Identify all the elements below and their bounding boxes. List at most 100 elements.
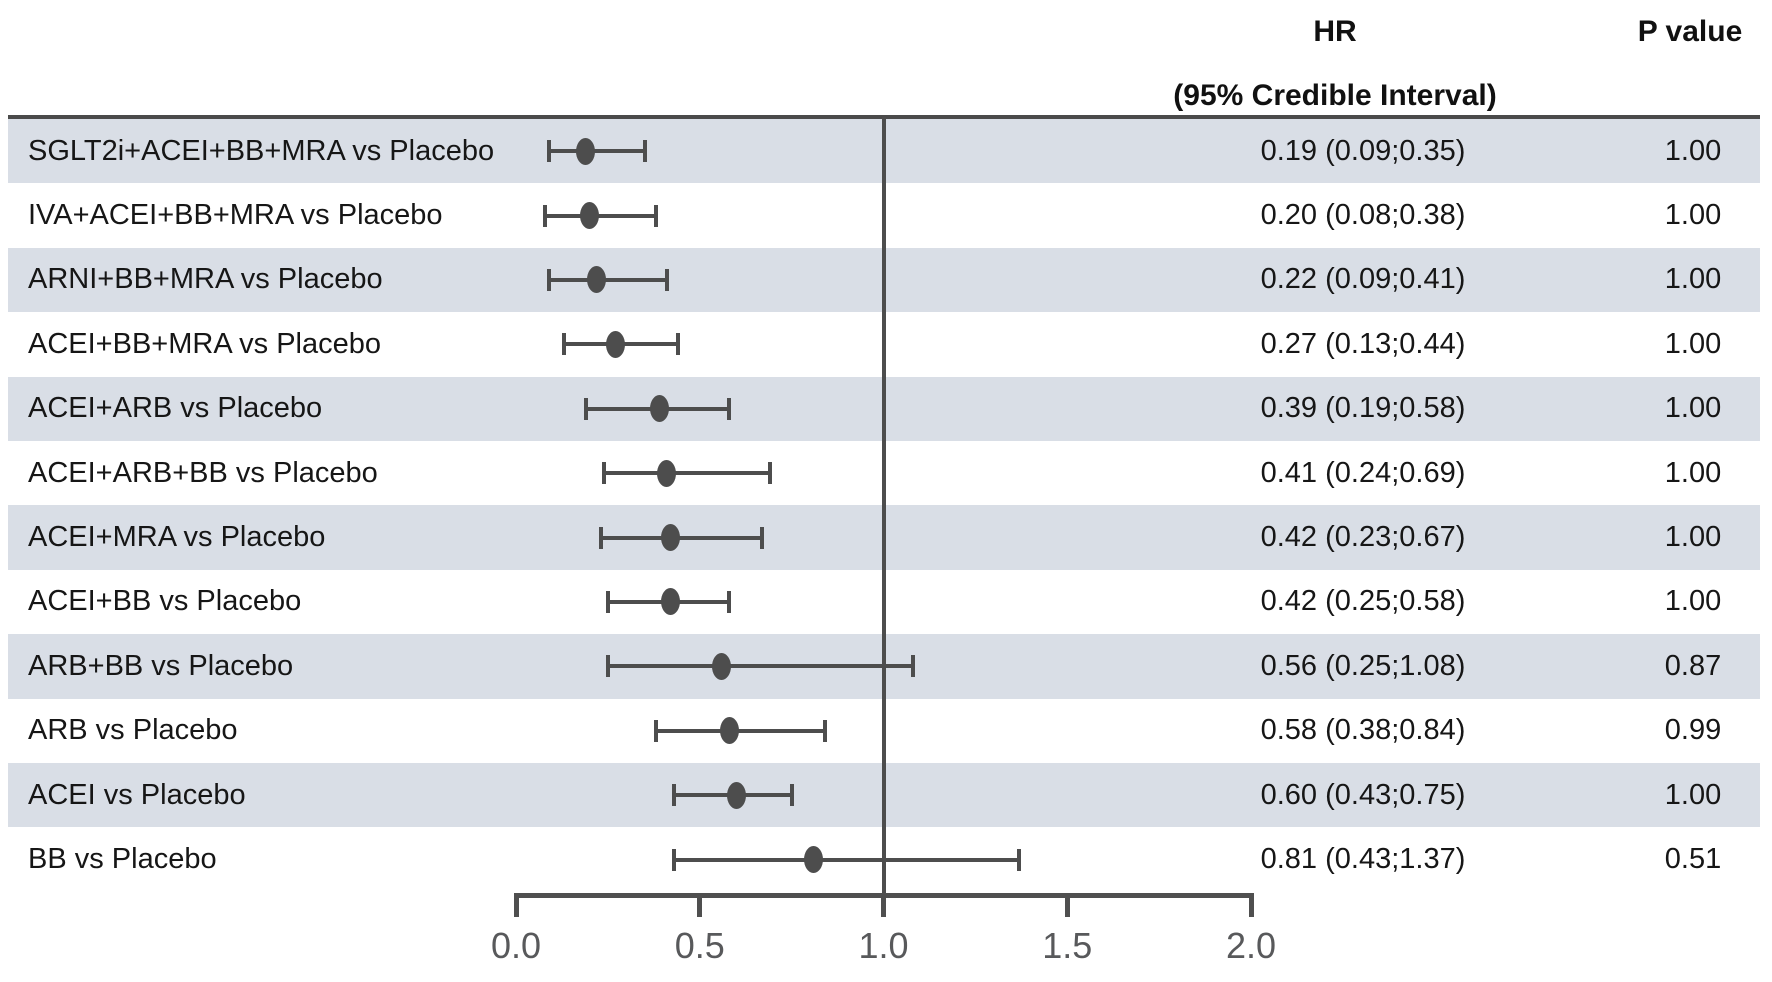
p-value: 1.00 [1664,392,1722,425]
ci-lower-cap [672,784,677,807]
hr-ci-value: 0.81 (0.43;1.37) [1260,843,1466,876]
comparison-label: ACEI+BB vs Placebo [28,585,302,618]
p-value: 1.00 [1664,263,1722,296]
credible-interval-whisker [545,213,656,218]
comparison-label: ARB+BB vs Placebo [28,649,294,682]
credible-interval-whisker [600,535,763,540]
ci-lower-cap [547,140,552,163]
comparison-label: ACEI+BB+MRA vs Placebo [28,327,381,360]
ci-upper-cap [767,462,772,485]
ci-lower-cap [653,719,658,742]
hr-point-estimate [660,524,680,552]
p-value: 1.00 [1664,134,1722,167]
ci-upper-cap [675,333,680,356]
p-value: 0.51 [1664,843,1722,876]
comparison-label: ACEI+ARB+BB vs Placebo [28,456,378,489]
comparison-label: ARB vs Placebo [28,714,238,747]
hr-ci-value: 0.42 (0.23;0.67) [1260,521,1466,554]
ci-upper-cap [1017,848,1022,871]
hr-column-subheader: (95% Credible Interval) [1173,79,1497,112]
reference-line-hr-1 [881,117,886,893]
hr-point-estimate [804,846,824,874]
p-value: 1.00 [1664,199,1722,232]
hr-point-estimate [605,330,625,358]
ci-lower-cap [602,462,607,485]
hr-point-estimate [580,202,599,230]
x-axis-tick-label: 1.5 [1042,925,1093,966]
x-axis-tick [1248,893,1254,917]
comparison-label: IVA+ACEI+BB+MRA vs Placebo [28,199,443,232]
p-value: 1.00 [1664,327,1722,360]
comparison-label: ACEI vs Placebo [28,778,246,811]
x-axis-tick-label: 0.5 [674,925,725,966]
hr-ci-value: 0.58 (0.38;0.84) [1260,714,1466,747]
credible-interval-whisker [674,857,1020,862]
forest-row: ACEI+BB vs Placebo 0.42 (0.25;0.58) 1.00 [8,570,1760,634]
x-axis-tick-label: 1.0 [858,925,909,966]
x-axis-tick [881,893,886,917]
ci-upper-cap [822,719,827,742]
hr-ci-value: 0.27 (0.13;0.44) [1260,327,1466,360]
p-value: 0.87 [1664,649,1722,682]
hr-ci-value: 0.39 (0.19;0.58) [1260,392,1466,425]
x-axis-tick-label: 2.0 [1225,925,1277,966]
x-axis-tick [513,893,519,917]
x-axis-tick-label: 0.0 [490,925,542,966]
hr-point-estimate [576,137,596,165]
comparison-label: SGLT2i+ACEI+BB+MRA vs Placebo [28,134,495,167]
hr-ci-value: 0.22 (0.09;0.41) [1260,263,1466,296]
ci-lower-cap [605,655,610,678]
credible-interval-whisker [549,277,667,282]
ci-lower-cap [547,268,552,291]
hr-ci-value: 0.19 (0.09;0.35) [1260,134,1466,167]
hr-point-estimate [660,588,680,616]
ci-upper-cap [727,397,732,420]
ci-lower-cap [672,848,677,871]
hr-point-estimate [719,717,739,745]
p-value-column-header: P value [1637,15,1743,48]
hr-point-estimate [657,459,677,487]
credible-interval-whisker [607,664,913,669]
comparison-label: BB vs Placebo [28,843,217,876]
hr-point-estimate [712,652,732,680]
ci-lower-cap [561,333,566,356]
forest-row: ACEI+BB+MRA vs Placebo 0.27 (0.13;0.44) 1.… [8,312,1760,376]
ci-lower-cap [583,397,588,420]
forest-row: BB vs Placebo 0.81 (0.43;1.37) 0.51 [8,827,1760,891]
hr-ci-value: 0.60 (0.43;0.75) [1260,778,1466,811]
hr-point-estimate [649,395,669,423]
hr-ci-value: 0.41 (0.24;0.69) [1260,456,1466,489]
forest-row: ARB vs Placebo 0.58 (0.38;0.84) 0.99 [8,699,1760,763]
comparison-label: ACEI+MRA vs Placebo [28,521,326,554]
p-value: 1.00 [1664,456,1722,489]
hr-ci-value: 0.20 (0.08;0.38) [1260,199,1466,232]
p-value: 1.00 [1664,778,1722,811]
x-axis-tick [1064,893,1070,917]
ci-lower-cap [605,590,610,613]
hr-ci-value: 0.42 (0.25;0.58) [1260,585,1466,618]
ci-lower-cap [543,204,548,227]
credible-interval-whisker [604,471,770,476]
hr-point-estimate [587,266,607,294]
forest-row: ACEI+ARB+BB vs Placebo 0.41 (0.24;0.69) 1.… [8,441,1760,505]
hr-column-header: HR [1313,15,1357,48]
hr-ci-value: 0.56 (0.25;1.08) [1260,649,1466,682]
credible-interval-whisker [655,728,825,733]
ci-lower-cap [598,526,603,549]
ci-upper-cap [910,655,915,678]
p-value: 1.00 [1664,521,1722,554]
ci-upper-cap [727,590,732,613]
ci-upper-cap [789,784,794,807]
ci-upper-cap [642,140,647,163]
comparison-label: ACEI+ARB vs Placebo [28,392,323,425]
ci-upper-cap [653,204,658,227]
p-value: 0.99 [1664,714,1722,747]
hr-point-estimate [727,781,746,809]
x-axis-tick [697,893,703,917]
forest-row: IVA+ACEI+BB+MRA vs Placebo 0.20 (0.08;0.3… [8,183,1760,247]
ci-upper-cap [760,526,765,549]
credible-interval-whisker [549,149,645,154]
ci-upper-cap [664,268,669,291]
p-value: 1.00 [1664,585,1722,618]
